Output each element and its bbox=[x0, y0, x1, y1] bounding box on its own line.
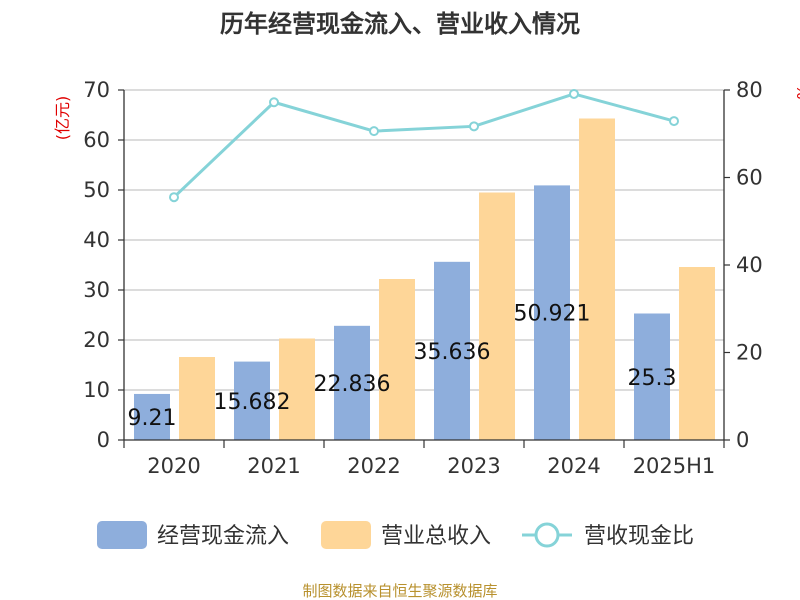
legend-label-revenue: 营业总收入 bbox=[381, 524, 491, 549]
left-tick-label: 50 bbox=[83, 178, 110, 202]
bar-cash-inflow bbox=[334, 325, 370, 440]
legend-item-revenue[interactable]: 营业总收入 bbox=[321, 521, 491, 549]
line-point-ratio bbox=[469, 121, 479, 132]
gridlines bbox=[124, 89, 724, 391]
legend-label-ratio: 营收现金比 bbox=[584, 524, 694, 549]
bar-revenue bbox=[679, 267, 715, 440]
legend-label-cash-inflow: 经营现金流入 bbox=[157, 524, 289, 549]
right-tick-label: 0 bbox=[736, 428, 749, 452]
bar-cash-inflow bbox=[634, 313, 670, 440]
x-tick-label: 2021 bbox=[247, 454, 300, 478]
x-tick-label: 2020 bbox=[147, 454, 200, 478]
legend: 经营现金流入 营业总收入 营收现金比 bbox=[97, 521, 694, 549]
bar-revenue bbox=[379, 279, 415, 440]
left-tick-label: 0 bbox=[97, 428, 110, 452]
bar-cash-inflow bbox=[534, 185, 570, 440]
right-axis-ticks: 0 20 40 60 80 bbox=[724, 78, 763, 452]
x-tick-label: 2023 bbox=[447, 454, 500, 478]
data-label-cash-inflow: 15.682 bbox=[214, 390, 291, 415]
chart-title: 历年经营现金流入、营业收入情况 bbox=[220, 10, 580, 38]
line-point-ratio bbox=[269, 97, 279, 108]
legend-item-cash-inflow[interactable]: 经营现金流入 bbox=[97, 521, 289, 549]
source-note: 制图数据来自恒生聚源数据库 bbox=[302, 582, 497, 600]
data-labels: 9.21 15.682 22.836 35.636 50.921 25.3 bbox=[128, 302, 677, 431]
data-label-cash-inflow: 50.921 bbox=[514, 302, 591, 327]
data-label-cash-inflow: 9.21 bbox=[128, 406, 177, 431]
line-ratio bbox=[172, 92, 675, 199]
bar-cash-inflow bbox=[434, 261, 470, 440]
left-tick-label: 60 bbox=[83, 128, 110, 152]
x-axis-ticks: 2020 2021 2022 2023 2024 2025H1 bbox=[123, 440, 725, 478]
left-axis-unit: (亿元) bbox=[53, 96, 72, 141]
x-tick-label: 2025H1 bbox=[633, 454, 716, 478]
line-point-ratio bbox=[669, 116, 679, 127]
bar-cash-inflow bbox=[134, 393, 170, 440]
bar-revenue bbox=[479, 192, 515, 440]
legend-swatch-revenue bbox=[321, 521, 371, 549]
line-point-ratio bbox=[569, 88, 579, 99]
data-label-cash-inflow: 35.636 bbox=[414, 340, 491, 365]
left-tick-label: 30 bbox=[83, 278, 110, 302]
legend-swatch-marker bbox=[534, 522, 560, 548]
right-tick-label: 80 bbox=[736, 78, 763, 102]
left-tick-label: 70 bbox=[83, 78, 110, 102]
data-label-cash-inflow: 22.836 bbox=[314, 372, 391, 397]
right-tick-label: 60 bbox=[736, 166, 763, 190]
bar-revenue bbox=[579, 118, 615, 440]
left-tick-label: 10 bbox=[83, 378, 110, 402]
legend-swatch-cash-inflow bbox=[97, 521, 147, 549]
bar-revenue bbox=[279, 338, 315, 440]
data-label-cash-inflow: 25.3 bbox=[628, 366, 677, 391]
right-tick-label: 40 bbox=[736, 253, 763, 277]
bars bbox=[134, 118, 715, 440]
left-tick-label: 20 bbox=[83, 328, 110, 352]
right-tick-label: 20 bbox=[736, 341, 763, 365]
line-point-ratio bbox=[169, 192, 179, 203]
x-tick-label: 2022 bbox=[347, 454, 400, 478]
right-axis-unit: % bbox=[793, 84, 800, 99]
line-series bbox=[169, 88, 679, 203]
left-axis-ticks: 0 10 20 30 40 50 60 70 bbox=[83, 78, 124, 452]
bar-revenue bbox=[179, 357, 215, 440]
bar-cash-inflow bbox=[234, 361, 270, 440]
line-point-ratio bbox=[369, 126, 379, 137]
left-tick-label: 40 bbox=[83, 228, 110, 252]
legend-item-ratio[interactable]: 营收现金比 bbox=[522, 522, 694, 549]
x-tick-label: 2024 bbox=[547, 454, 600, 478]
